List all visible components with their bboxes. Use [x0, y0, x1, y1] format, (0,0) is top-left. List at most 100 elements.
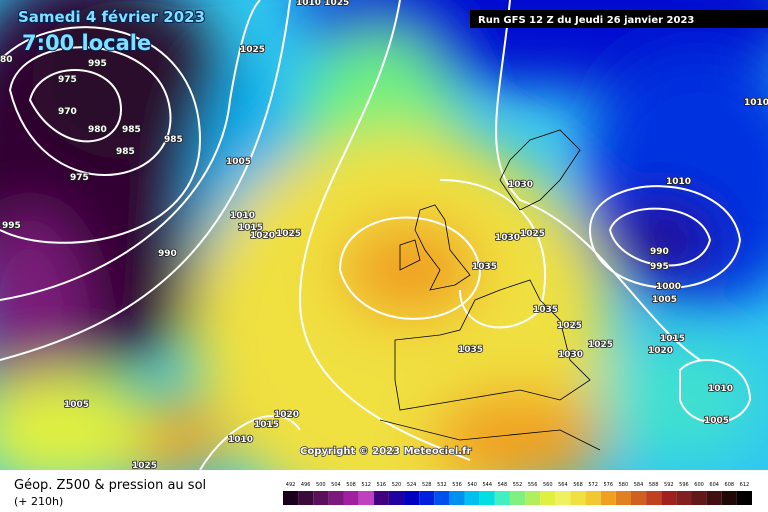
color-swatch — [449, 491, 465, 505]
colorbar-label: 596 — [679, 482, 689, 488]
isobar-label: 980 — [88, 125, 107, 135]
color-swatch — [525, 491, 541, 505]
isobar-labels: 1010 1025 1025 995 80 975 970 980 985 985 985 975 9… — [0, 0, 768, 472]
colorbar-label: 492 — [286, 482, 296, 488]
colorbar-label: 584 — [634, 482, 644, 488]
colorbar-label: 592 — [664, 482, 674, 488]
isobar-label: 1010 — [228, 435, 253, 445]
color-swatch — [570, 491, 586, 505]
colorbar-label: 556 — [528, 482, 538, 488]
color-swatch — [615, 491, 631, 505]
isobar-label: 995 — [650, 262, 669, 272]
isobar-label: 1010 — [708, 384, 733, 394]
colorbar-label: 588 — [649, 482, 659, 488]
isobar-label: 975 — [58, 75, 77, 85]
colorbar-label: 576 — [604, 482, 614, 488]
colorbar-label: 608 — [725, 482, 735, 488]
colorbar-label: 504 — [331, 482, 341, 488]
isobar-label: 1035 — [533, 305, 558, 315]
color-swatch — [721, 491, 737, 505]
isobar-label: 1010 — [230, 211, 255, 221]
isobar-label: 1010 1025 — [296, 0, 349, 8]
color-swatch — [328, 491, 344, 505]
color-swatch — [283, 491, 299, 505]
colorbar-label: 604 — [709, 482, 719, 488]
colorbar-label: 536 — [452, 482, 462, 488]
colorbar-label: 512 — [361, 482, 371, 488]
colorbar-label: 572 — [588, 482, 598, 488]
colorbar-label: 568 — [573, 482, 583, 488]
color-swatch — [661, 491, 677, 505]
isobar-label: 1015 — [660, 334, 685, 344]
isobar-label: 990 — [158, 249, 177, 259]
color-swatch — [298, 491, 314, 505]
isobar-label: 1000 — [656, 282, 681, 292]
isobar-label: 990 — [650, 247, 669, 257]
color-swatch — [555, 491, 571, 505]
color-swatch — [676, 491, 692, 505]
isobar-label: 80 — [0, 55, 13, 65]
colorbar-label: 552 — [513, 482, 523, 488]
isobar-label: 1020 — [274, 410, 299, 420]
isobar-label: 970 — [58, 107, 77, 117]
isobar-label: 1015 — [254, 420, 279, 430]
isobar-label: 975 — [70, 173, 89, 183]
isobar-label: 1025 — [276, 229, 301, 239]
isobar-label: 1025 — [520, 229, 545, 239]
colorbar-label: 580 — [619, 482, 629, 488]
isobar-label: 1010 — [666, 177, 691, 187]
color-swatch — [540, 491, 556, 505]
color-swatch — [464, 491, 480, 505]
isobar-label: 1005 — [64, 400, 89, 410]
colorbar: 492 496 500 504 508 512 516 520 524 528 532 536 540 5… — [283, 482, 752, 505]
colorbar-label: 532 — [437, 482, 447, 488]
colorbar-label: 612 — [740, 482, 750, 488]
colorbar-label: 540 — [467, 482, 477, 488]
color-swatch — [630, 491, 647, 505]
isobar-label: 985 — [122, 125, 141, 135]
colorbar-label: 516 — [377, 482, 387, 488]
color-swatch — [419, 491, 435, 505]
run-info: Run GFS 12 Z du Jeudi 26 janvier 2023 — [478, 15, 694, 26]
footer-title: Géop. Z500 & pression au sol — [14, 478, 206, 493]
colorbar-label: 560 — [543, 482, 553, 488]
isobar-label: 1030 — [495, 233, 520, 243]
isobar-label: 985 — [164, 135, 183, 145]
color-swatch — [646, 491, 662, 505]
valid-time: 7:00 locale — [22, 31, 151, 55]
isobar-label: 1025 — [588, 340, 613, 350]
isobar-label: 1020 — [648, 346, 673, 356]
colorbar-label: 548 — [498, 482, 508, 488]
colorbar-label: 528 — [422, 482, 432, 488]
isobar-label: 1025 — [132, 461, 157, 471]
isobar-label: 995 — [88, 59, 107, 69]
isobar-label: 1010 — [744, 98, 768, 108]
color-swatch — [434, 491, 450, 505]
color-swatch — [494, 491, 510, 505]
isobar-label: 1025 — [240, 45, 265, 55]
isobar-label: 1030 — [558, 350, 583, 360]
color-swatch — [313, 491, 329, 505]
color-swatch — [479, 491, 495, 505]
isobar-label: 1005 — [652, 295, 677, 305]
colorbar-label: 520 — [392, 482, 402, 488]
valid-date: Samedi 4 février 2023 — [18, 8, 205, 26]
color-swatch — [691, 491, 707, 505]
isobar-label: 1025 — [240, 45, 265, 55]
copyright: Copyright © 2023 Meteociel.fr — [300, 446, 471, 457]
color-swatch — [509, 491, 526, 505]
color-swatch — [585, 491, 601, 505]
colorbar-label: 508 — [346, 482, 356, 488]
isobar-label: 1005 — [226, 157, 251, 167]
isobar-label: 1030 — [508, 180, 533, 190]
color-swatch — [600, 491, 616, 505]
colorbar-label: 600 — [694, 482, 704, 488]
color-swatch — [343, 491, 359, 505]
run-box — [470, 10, 768, 28]
isobar-label: 985 — [116, 147, 135, 157]
isobar-label: 1015 — [238, 223, 263, 233]
colorbar-label: 544 — [482, 482, 492, 488]
colorbar-label: 564 — [558, 482, 568, 488]
